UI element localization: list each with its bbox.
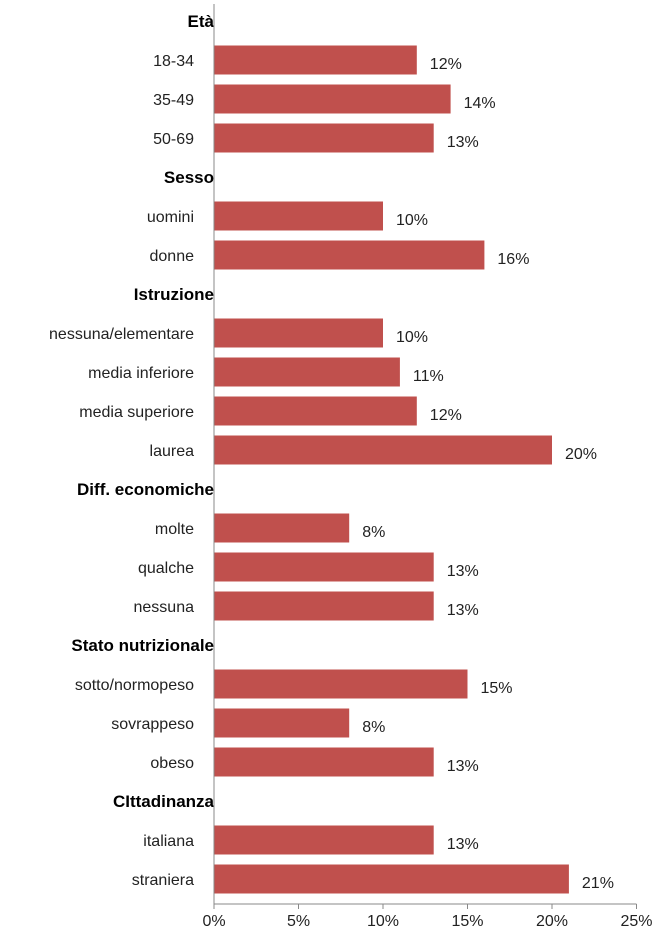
data-label: 14% <box>464 95 496 112</box>
category-label: uomini <box>147 209 194 226</box>
group-5: CIttadinanza italiana 13% straniera 21% <box>113 792 614 894</box>
group-1: Sesso uomini 10% donne 16% <box>147 168 529 270</box>
data-label: 13% <box>447 563 479 580</box>
data-label: 15% <box>481 680 513 697</box>
bar <box>214 552 434 582</box>
x-tick-label: 5% <box>287 913 310 930</box>
data-label: 21% <box>582 875 614 892</box>
category-label: sovrappeso <box>111 716 194 733</box>
data-label: 12% <box>430 407 462 424</box>
bar <box>214 747 434 777</box>
x-tick-label: 15% <box>451 913 483 930</box>
x-tick-label: 25% <box>620 913 652 930</box>
data-label: 13% <box>447 758 479 775</box>
bar <box>214 84 451 114</box>
bar <box>214 825 434 855</box>
category-label: 50-69 <box>153 131 194 148</box>
bar <box>214 45 417 75</box>
category-label: nessuna/elementare <box>49 326 194 343</box>
bar <box>214 201 383 231</box>
bar <box>214 123 434 153</box>
data-label: 10% <box>396 329 428 346</box>
group-title: Stato nutrizionale <box>71 636 214 655</box>
bar <box>214 357 400 387</box>
category-label: qualche <box>138 560 194 577</box>
bar <box>214 591 434 621</box>
bar <box>214 864 569 894</box>
data-label: 10% <box>396 212 428 229</box>
data-label: 13% <box>447 836 479 853</box>
x-tick-label: 10% <box>367 913 399 930</box>
group-4: Stato nutrizionale sotto/normopeso 15% sovr… <box>71 636 513 777</box>
data-label: 8% <box>362 524 385 541</box>
group-3: Diff. economiche molte 8% qualche 13% nessuna… <box>77 480 479 621</box>
bar <box>214 669 468 699</box>
category-label: nessuna <box>134 599 195 616</box>
bar <box>214 435 552 465</box>
data-label: 16% <box>497 251 529 268</box>
category-label: obeso <box>150 755 194 772</box>
category-label: 18-34 <box>153 53 194 70</box>
group-title: Diff. economiche <box>77 480 214 499</box>
group-title: Istruzione <box>134 285 214 304</box>
bar <box>214 513 350 543</box>
bar <box>214 240 485 270</box>
group-title: Età <box>188 12 215 31</box>
data-label: 12% <box>430 56 462 73</box>
group-2: Istruzione nessuna/elementare 10% media inf… <box>49 285 597 465</box>
x-axis: 0% 5% 10% 15% 20% 25% <box>202 904 653 930</box>
data-label: 11% <box>413 368 444 385</box>
bar <box>214 708 350 738</box>
category-label: donne <box>150 248 195 265</box>
category-label: molte <box>155 521 194 538</box>
data-label: 20% <box>565 446 597 463</box>
category-label: media inferiore <box>88 365 194 382</box>
category-label: laurea <box>150 443 195 460</box>
bar <box>214 396 417 426</box>
x-tick-label: 0% <box>202 913 225 930</box>
group-0: Età 18-34 12% 35-49 14% 50-69 13% <box>153 12 496 153</box>
data-label: 8% <box>362 719 385 736</box>
x-tick-label: 20% <box>536 913 568 930</box>
data-label: 13% <box>447 602 479 619</box>
group-title: CIttadinanza <box>113 792 215 811</box>
category-label: 35-49 <box>153 92 194 109</box>
category-label: straniera <box>132 872 194 889</box>
category-label: sotto/normopeso <box>75 677 194 694</box>
data-label: 13% <box>447 134 479 151</box>
group-title: Sesso <box>164 168 214 187</box>
category-label: media superiore <box>79 404 194 421</box>
category-label: italiana <box>143 833 194 850</box>
bar <box>214 318 383 348</box>
